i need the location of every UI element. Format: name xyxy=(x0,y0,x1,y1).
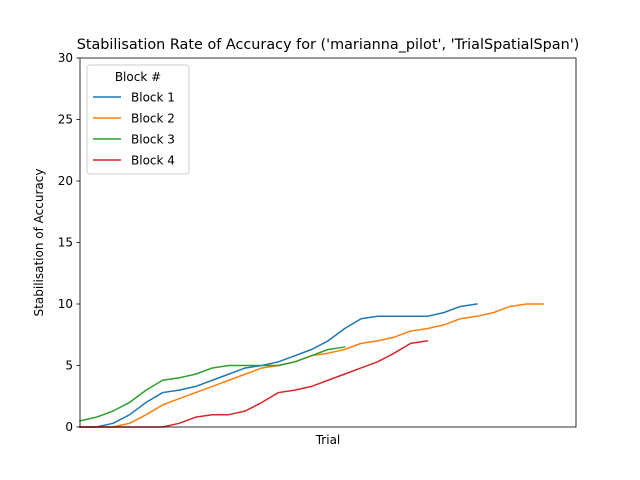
y-tick-label: 30 xyxy=(58,51,73,65)
legend-label-block-1: Block 1 xyxy=(131,91,175,105)
y-tick-label: 20 xyxy=(58,174,73,188)
plot-frame xyxy=(79,57,577,428)
chart-title: Stabilisation Rate of Accuracy for ('mar… xyxy=(77,37,580,53)
series-line-block-1 xyxy=(79,303,478,428)
y-axis-label: Stabilisation of Accuracy xyxy=(32,169,46,317)
legend-label-block-4: Block 4 xyxy=(131,154,175,168)
y-tick-label: 10 xyxy=(58,297,73,311)
y-tick-label: 5 xyxy=(65,359,73,373)
y-tick-label: 0 xyxy=(65,420,73,434)
series-line-block-3 xyxy=(79,346,346,422)
legend-title: Block # xyxy=(115,70,161,84)
legend-label-block-3: Block 3 xyxy=(131,133,175,147)
legend-label-block-2: Block 2 xyxy=(131,112,175,126)
y-tick-label: 15 xyxy=(58,236,73,250)
y-tick-label: 25 xyxy=(58,113,73,127)
x-axis-label: Trial xyxy=(315,433,341,447)
legend-frame xyxy=(86,64,190,175)
legend: Block # Block 1 Block 2 Block 3 Block 4 xyxy=(86,64,190,175)
axis-layer: 0 5 10 15 20 25 30 xyxy=(58,51,80,434)
